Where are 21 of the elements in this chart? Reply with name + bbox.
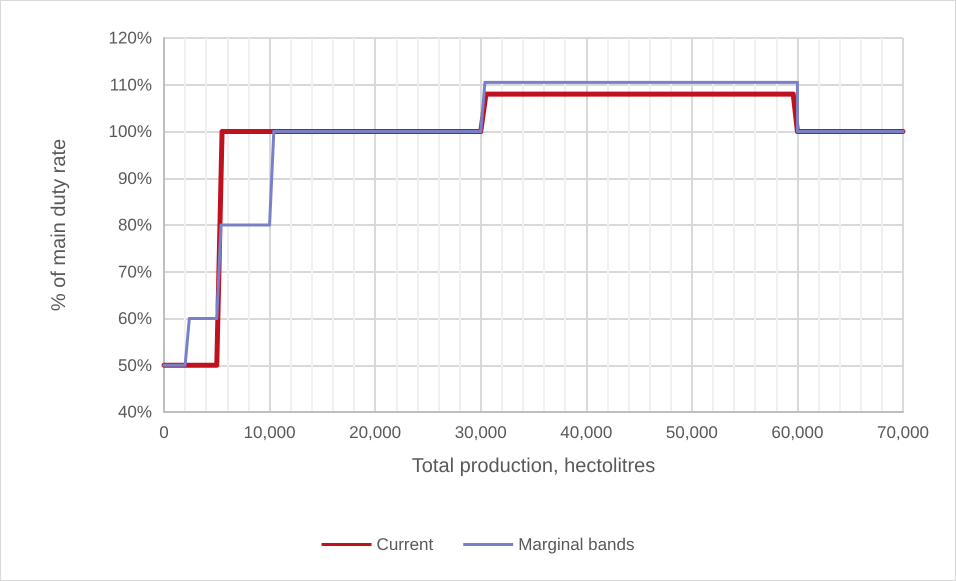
y-tick-label: 40% [118,402,152,422]
y-tick-label: 100% [108,122,152,141]
legend-label: Current [376,535,434,554]
x-tick-label: 70,000 [877,423,929,442]
x-axis-title: Total production, hectolitres [412,455,656,477]
x-tick-label: 50,000 [666,423,718,442]
y-tick-label: 90% [118,168,152,188]
y-tick-label: 80% [118,216,152,234]
x-tick-label: 10,000 [244,423,296,442]
x-tick-label: 40,000 [560,423,612,442]
x-tick-label: 30,000 [454,423,507,442]
x-tick-label: 60,000 [771,423,824,442]
y-tick-label: 120% [108,28,152,48]
y-tick-label: 70% [118,262,152,282]
y-tick-label: 110% [110,75,152,94]
x-tick-label: 0 [159,423,169,442]
x-tick-label: 20,000 [349,423,402,442]
y-tick-label: 60% [118,309,152,328]
legend-label: Marginal bands [518,535,634,554]
y-tick-label: 50% [118,356,152,375]
y-axis-title: % of main duty rate [48,138,70,312]
